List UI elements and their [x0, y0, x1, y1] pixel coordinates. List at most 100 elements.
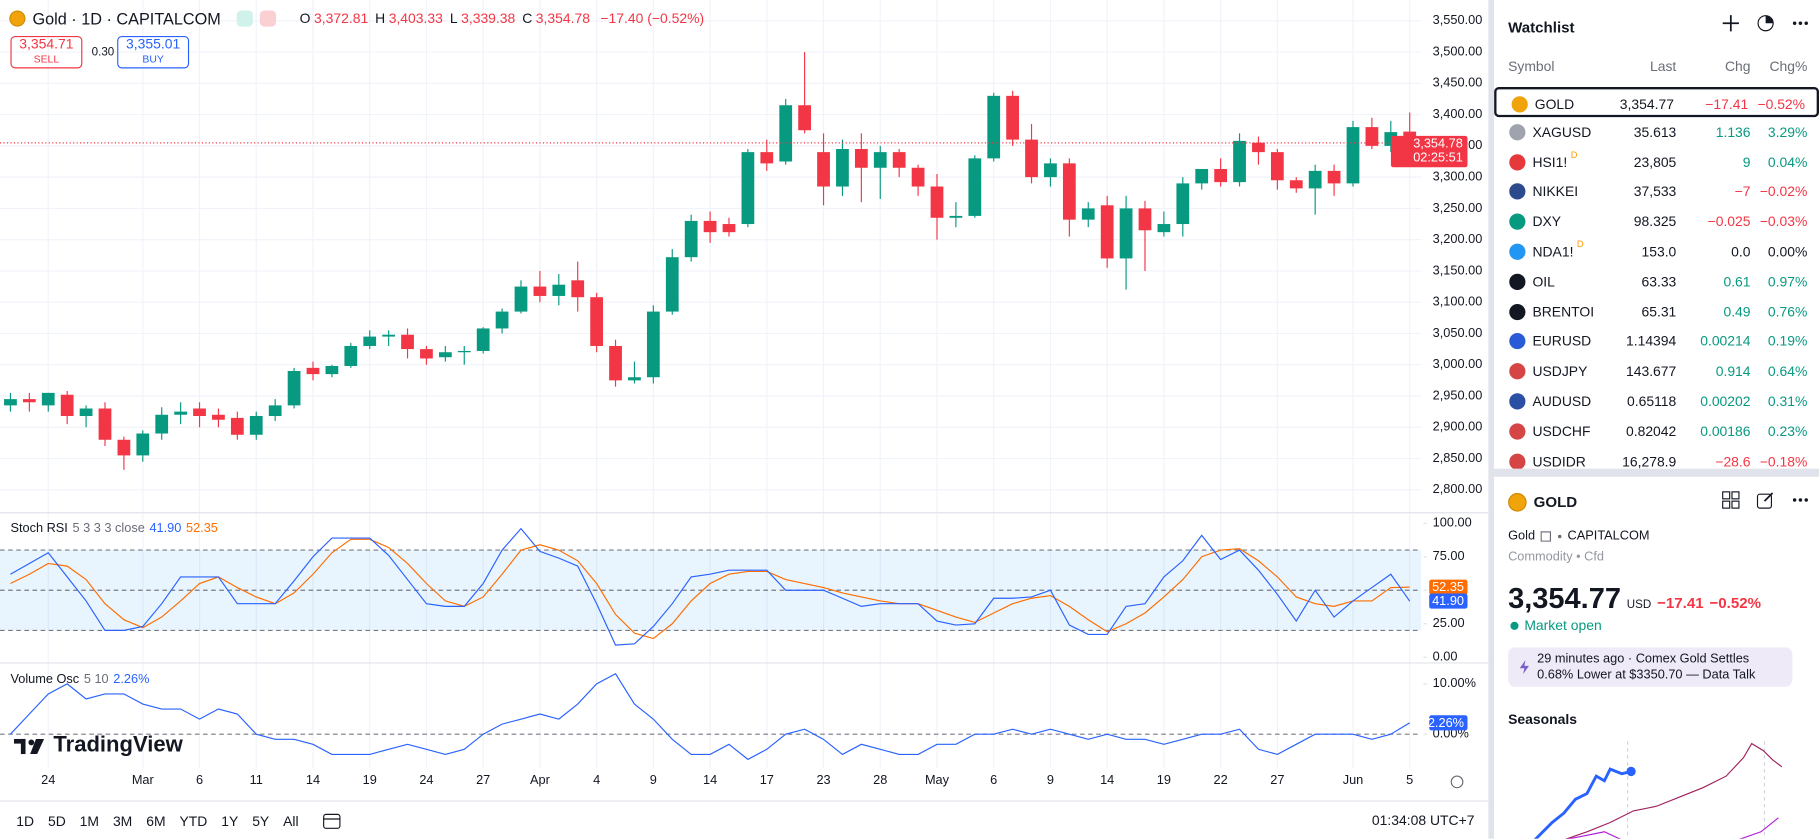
range-button[interactable]: YTD: [179, 812, 208, 829]
buy-button[interactable]: 3,355.01 BUY: [117, 35, 190, 69]
column-header[interactable]: Chg: [1725, 58, 1751, 75]
range-button[interactable]: All: [283, 812, 299, 829]
change-percent: −0.18%: [1759, 453, 1808, 470]
range-button[interactable]: 1Y: [221, 812, 239, 829]
watchlist-title[interactable]: Watchlist: [1508, 18, 1575, 36]
candle-body: [1138, 208, 1152, 231]
detail-name: Gold: [1508, 528, 1536, 543]
more-icon[interactable]: [1791, 491, 1810, 510]
change: 0.0: [1731, 243, 1751, 260]
candle-body: [325, 365, 339, 375]
watchlist-row[interactable]: HSI1! D 23,805 9 0.04%: [1494, 147, 1819, 177]
watchlist-row[interactable]: NIKKEI 37,533 −7 −0.02%: [1494, 177, 1819, 207]
x-tick-label: 5: [1406, 772, 1413, 787]
more-icon[interactable]: [1791, 14, 1810, 33]
section-title[interactable]: Seasonals: [1508, 711, 1577, 728]
link-icon[interactable]: [1540, 530, 1553, 542]
symbol-icon: [1509, 453, 1526, 470]
edit-icon[interactable]: [1756, 491, 1775, 510]
watchlist-row[interactable]: NDA1! D 153.0 0.0 0.00%: [1494, 237, 1819, 267]
symbol-icon: [1509, 423, 1526, 440]
status-icon[interactable]: [237, 10, 254, 27]
ohlc-label: H: [375, 10, 386, 27]
sell-button[interactable]: 3,354.71 SELL: [10, 35, 83, 69]
range-button[interactable]: 1M: [79, 812, 100, 829]
watchlist-row[interactable]: XAGUSD 35.613 1.136 3.29%: [1494, 117, 1819, 147]
watchlist-row[interactable]: EURUSD 1.14394 0.00214 0.19%: [1494, 326, 1819, 356]
symbol: DXY: [1532, 213, 1562, 230]
watchlist-row[interactable]: AUDUSD 0.65118 0.00202 0.31%: [1494, 386, 1819, 416]
y-tick-label: 10.00%: [1433, 675, 1476, 690]
date-range-icon[interactable]: [322, 810, 345, 831]
range-button[interactable]: 3M: [112, 812, 133, 829]
symbol-icon: [9, 10, 26, 27]
x-tick-label: 27: [476, 772, 490, 787]
candle-body: [911, 167, 925, 187]
watchlist-rows: GOLD 3,354.77 −17.41 −0.52% XAGUSD 35.613 1.13…: [1494, 87, 1819, 476]
x-tick-label: 14: [1100, 772, 1114, 787]
candle-body: [1025, 139, 1038, 178]
candle-body: [665, 257, 679, 312]
clock[interactable]: 01:34:08 UTC+7: [1371, 812, 1475, 829]
column-header[interactable]: Symbol: [1508, 58, 1555, 75]
detail-name-row: Gold CAPITALCOM: [1508, 529, 1649, 543]
change: −28.6: [1715, 453, 1751, 470]
candle-body: [1346, 127, 1360, 184]
layout-icon[interactable]: [1722, 491, 1741, 510]
range-button[interactable]: 6M: [146, 812, 166, 829]
candle-body: [22, 399, 36, 403]
symbol-title[interactable]: Gold · 1D · CAPITALCOM: [32, 9, 221, 28]
watchlist-row[interactable]: USDIDR 16,278.9 −28.6 −0.18%: [1494, 446, 1819, 476]
candle-body: [98, 408, 112, 440]
add-icon[interactable]: [1722, 14, 1741, 33]
x-tick-label: 24: [41, 772, 55, 787]
buy-price: 3,355.01: [126, 35, 181, 53]
range-button[interactable]: 1D: [16, 812, 35, 829]
chart-icon[interactable]: [1756, 14, 1775, 33]
watchlist-row[interactable]: BRENTOI 65.31 0.49 0.76%: [1494, 296, 1819, 326]
x-tick-label: 4: [593, 772, 600, 787]
value-tag: [1429, 579, 1468, 595]
news-item[interactable]: 29 minutes ago · Comex Gold Settles 0.68…: [1508, 647, 1793, 687]
symbol: XAGUSD: [1532, 123, 1592, 141]
candle-body: [930, 186, 944, 218]
indicator-line: [10, 673, 1411, 761]
y-tick-label: 3,300.00: [1433, 169, 1483, 184]
watchlist-columns: Symbol Last Chg Chg%: [1494, 58, 1819, 77]
detail-tools: [1722, 491, 1810, 510]
watchlist-row[interactable]: USDCHF 0.82042 0.00186 0.23%: [1494, 416, 1819, 446]
status-icon[interactable]: [260, 10, 277, 27]
symbol: GOLD: [1534, 96, 1575, 113]
column-header[interactable]: Last: [1649, 58, 1677, 75]
x-tick-label: 23: [816, 772, 830, 787]
spread: 0.30: [91, 46, 115, 60]
indicator-title: Stoch RSI: [10, 520, 67, 535]
candle-body: [646, 311, 660, 378]
candle-body: [476, 328, 490, 351]
watchlist-row[interactable]: USDJPY 143.677 0.914 0.64%: [1494, 356, 1819, 386]
watchlist-row[interactable]: GOLD 3,354.77 −17.41 −0.52%: [1494, 87, 1819, 117]
value-tag-label: 41.90: [1432, 593, 1464, 608]
column-header[interactable]: Chg%: [1769, 58, 1808, 75]
range-button[interactable]: 5Y: [252, 812, 270, 829]
logo[interactable]: TradingView: [13, 733, 183, 759]
candle-body: [1006, 95, 1020, 140]
candle-body: [1176, 183, 1190, 225]
detail-symbol[interactable]: GOLD: [1533, 493, 1578, 511]
watchlist-row[interactable]: DXY 98.325 −0.025 −0.03%: [1494, 207, 1819, 237]
y-tick-label: 2,950.00: [1433, 387, 1483, 402]
range-button[interactable]: 5D: [47, 812, 66, 829]
value-tag-label: 2.26%: [1428, 715, 1464, 730]
watchlist-row[interactable]: OIL 63.33 0.61 0.97%: [1494, 267, 1819, 297]
candle-body: [1327, 170, 1341, 184]
last-price-tag: [1390, 135, 1468, 168]
candle-body: [1233, 140, 1246, 183]
bottom-toolbar: 1D 5D 1M 3M 6M YTD 1Y 5Y All 01:34:08 UTC+7: [0, 800, 1489, 838]
candle-body: [420, 349, 433, 359]
candle-body: [230, 417, 244, 435]
last-price: 37,533: [1633, 183, 1677, 200]
x-tick-label: 9: [1047, 772, 1054, 787]
candle-body: [193, 408, 206, 417]
badge: D: [1576, 238, 1584, 250]
candle-body: [873, 152, 887, 168]
